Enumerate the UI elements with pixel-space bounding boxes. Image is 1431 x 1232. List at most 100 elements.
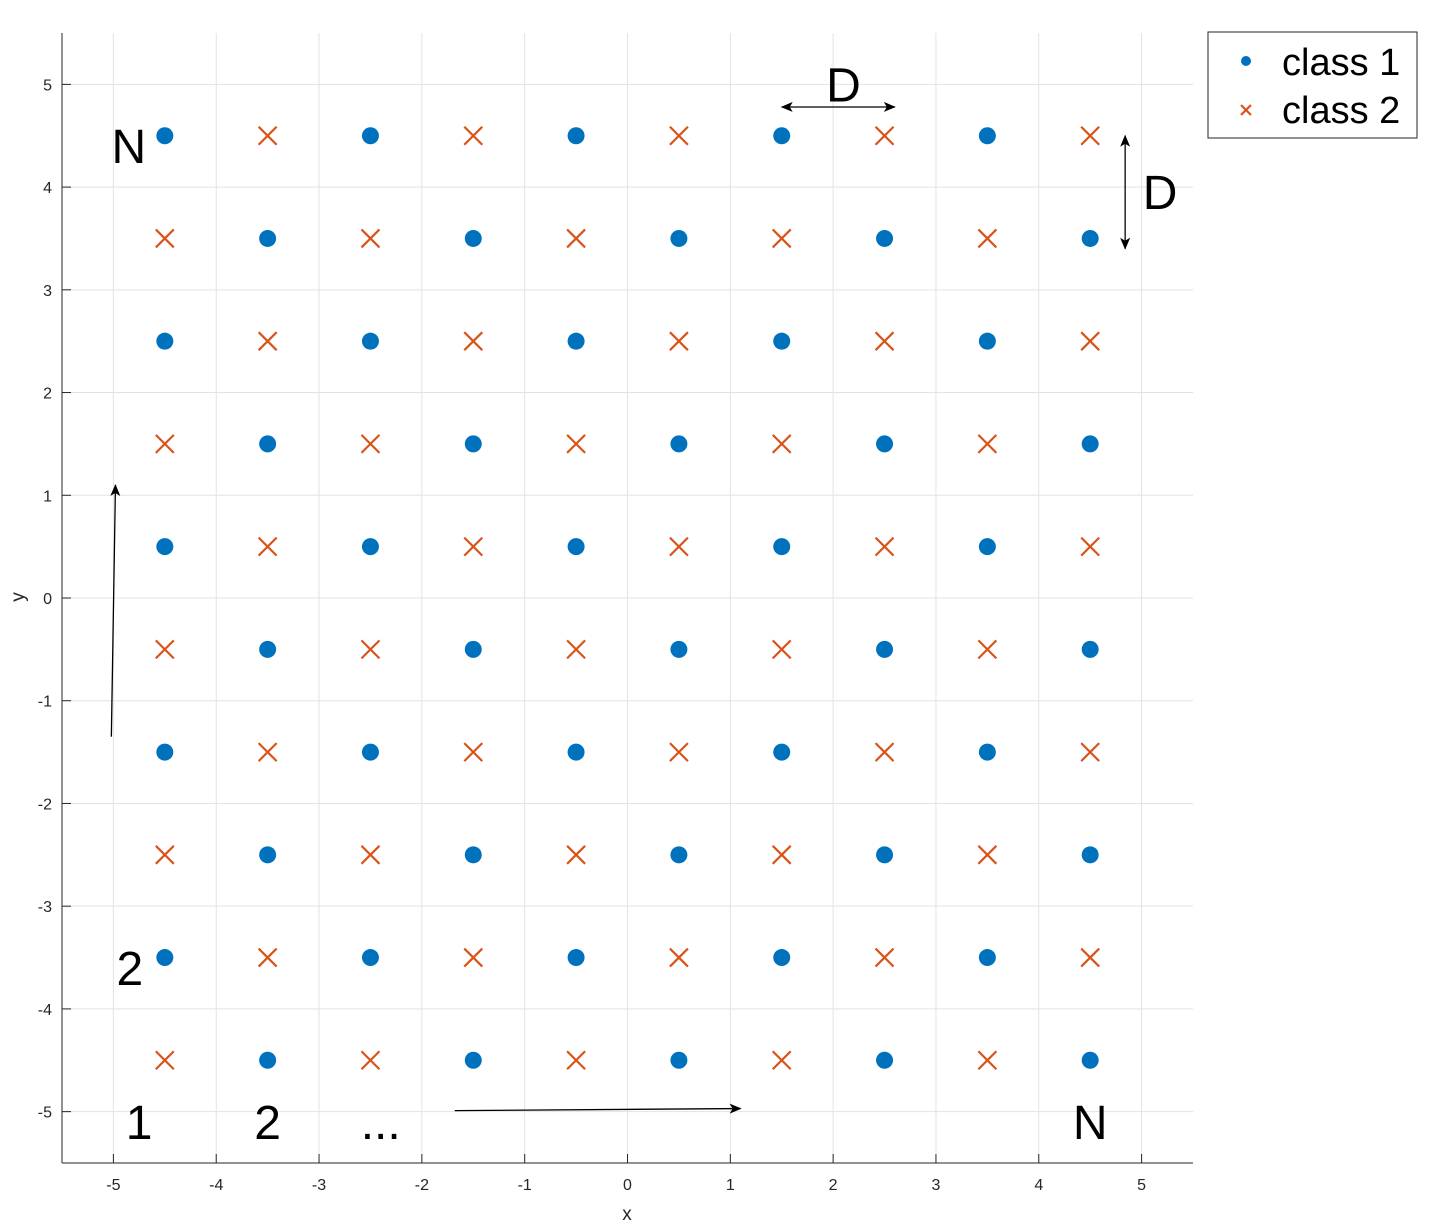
y-tick-label: 5 <box>43 77 52 94</box>
class-1-point <box>876 435 894 453</box>
class-2-point <box>463 331 484 351</box>
class-1-point <box>361 743 379 761</box>
class-2-point <box>977 228 998 249</box>
class-2-point <box>463 742 484 762</box>
class-2-point <box>771 228 792 249</box>
class-2-point <box>669 331 689 351</box>
legend-x-mark <box>1240 104 1252 116</box>
y-tick-label: -3 <box>38 899 52 916</box>
y-tick-label: 0 <box>43 591 52 608</box>
class-2-point <box>771 639 792 660</box>
class-2-point <box>257 947 278 968</box>
y-tick-label: 3 <box>43 283 52 300</box>
class-1-point <box>670 640 688 658</box>
class-2-point <box>874 536 895 557</box>
x-tick-label: -1 <box>518 1177 532 1194</box>
x-tick-label: -5 <box>106 1177 120 1194</box>
class-1-point <box>773 949 791 967</box>
class-1-point <box>567 949 585 967</box>
x-tick-label: 0 <box>623 1177 632 1194</box>
class-1-point <box>1081 846 1099 864</box>
y-axis-label: y <box>8 592 29 602</box>
class-2-point <box>155 639 175 660</box>
class-2-point <box>155 1050 175 1071</box>
legend: class 1 class 2 <box>1207 31 1418 139</box>
class-1-point <box>361 332 379 350</box>
class-1-point <box>978 127 996 145</box>
class-1-point <box>156 743 174 761</box>
class-1-point <box>978 332 996 350</box>
class-2-point <box>360 228 381 249</box>
class-2-point <box>566 639 586 660</box>
x-tick-label: -4 <box>209 1177 223 1194</box>
grid-lines <box>62 33 1193 1163</box>
class-2-point <box>874 742 895 762</box>
class-1-point <box>978 538 996 556</box>
y-tick-label: -1 <box>38 694 52 711</box>
class-2-point <box>155 228 175 249</box>
class-1-point <box>259 846 277 864</box>
annotation-text: 1 <box>126 1097 153 1150</box>
legend-marker-class-1 <box>1241 56 1251 66</box>
x-tick-label: 5 <box>1137 1177 1146 1194</box>
legend-label-class-1: class 1 <box>1282 42 1400 84</box>
class-1-point <box>773 538 791 556</box>
class-2-point <box>257 331 278 351</box>
class-2-point <box>977 434 998 454</box>
class-2-point <box>155 434 175 454</box>
class-1-point <box>567 332 585 350</box>
class-1-point <box>361 538 379 556</box>
class-1-point <box>567 127 585 145</box>
x-tick-label: 4 <box>1034 1177 1043 1194</box>
tick-labels: -5 -4 -3 -2 -1 0 1 2 3 4 5 -5 -4 -3 -2 -1 0 1 2 3 4 5 <box>38 77 1146 1194</box>
class-1-point <box>464 640 482 658</box>
class-1-point <box>670 1051 688 1069</box>
annotation-arrows <box>110 101 1131 1114</box>
class-2-point <box>463 536 484 557</box>
annotation-text: D <box>826 59 861 112</box>
class-1-point <box>567 743 585 761</box>
y-tick-label: 4 <box>43 180 52 197</box>
class-2-point <box>669 947 689 968</box>
class-2-point <box>669 536 689 557</box>
class-1-point <box>876 640 894 658</box>
class-1-point <box>259 435 277 453</box>
legend-box <box>1207 31 1418 139</box>
class-2-point <box>874 125 895 146</box>
class-2-point <box>1080 331 1100 351</box>
x-tick-label: -3 <box>312 1177 326 1194</box>
y-tick-label: -5 <box>38 1105 52 1122</box>
annotation-text: N <box>1073 1097 1108 1150</box>
class-1-point <box>1081 435 1099 453</box>
class-1-point <box>567 538 585 556</box>
class-2-point <box>771 845 792 865</box>
class-2-point <box>669 742 689 762</box>
class-1-point <box>464 435 482 453</box>
class-1-point <box>156 949 174 967</box>
class-1-point <box>773 743 791 761</box>
class-2-point <box>257 125 278 146</box>
class-1-point <box>670 435 688 453</box>
class-2-point <box>257 742 278 762</box>
class-1-point <box>670 229 688 247</box>
class-2-point <box>771 1050 792 1071</box>
class-2-point <box>257 536 278 557</box>
class-2-point <box>771 434 792 454</box>
class-2-point <box>566 1050 586 1071</box>
data-points <box>155 125 1100 1071</box>
class-2-point <box>155 845 175 865</box>
x-tick-label: 1 <box>726 1177 735 1194</box>
class-1-point <box>259 1051 277 1069</box>
class-1-point <box>156 332 174 350</box>
class-2-point <box>360 845 381 865</box>
y-tick-label: 1 <box>43 488 52 505</box>
class-2-point <box>669 125 689 146</box>
y-tick-label: 2 <box>43 386 52 403</box>
legend-label-class-2: class 2 <box>1282 90 1400 132</box>
annotation-arrow <box>454 1103 742 1114</box>
class-1-point <box>1081 640 1099 658</box>
class-2-point <box>360 434 381 454</box>
class-2-point <box>463 125 484 146</box>
class-2-point <box>566 434 586 454</box>
